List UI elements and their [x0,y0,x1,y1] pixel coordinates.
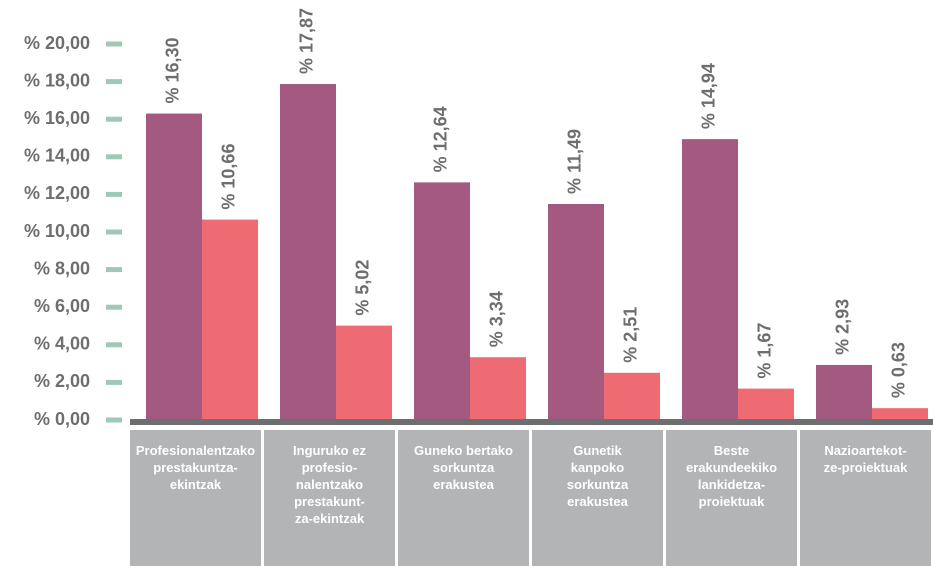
bar [470,357,526,420]
category-label: Nazioartekot- ze-proiektuak [800,430,931,566]
y-tick-label: % 18,00 [24,70,90,90]
y-tick-label: % 16,00 [24,108,90,128]
y-tick-label: % 12,00 [24,183,90,203]
category-label: Profesionalentzako prestakuntza- ekintza… [130,430,261,566]
bar [548,203,604,420]
bar [738,388,794,420]
value-label: % 2,51 [621,307,641,363]
value-label: % 16,30 [163,37,183,103]
y-tick-label: % 8,00 [34,258,90,278]
y-tick-label: % 0,00 [34,409,90,429]
category-label: Guneko bertako sorkuntza erakustea [398,430,529,566]
y-tick-label: % 20,00 [24,33,90,53]
value-label: % 12,64 [431,106,451,172]
value-label: % 0,63 [889,342,909,398]
category-label: Gunetik kanpoko sorkuntza erakustea [532,430,663,566]
value-label: % 3,34 [487,291,507,347]
y-tick-label: % 14,00 [24,146,90,166]
y-tick-label: % 10,00 [24,221,90,241]
bar [414,182,470,420]
baseline [130,419,933,425]
bar [202,219,258,420]
value-label: % 14,94 [699,63,719,129]
value-label: % 1,67 [755,323,775,379]
bar [604,372,660,420]
value-label: % 2,93 [833,299,853,355]
value-label: % 17,87 [297,8,317,74]
bar [816,364,872,420]
y-tick-label: % 6,00 [34,296,90,316]
bar [336,325,392,420]
category-label: Beste erakundeekiko lankidetza- proiektu… [666,430,797,566]
y-tick-label: % 4,00 [34,334,90,354]
bar [146,113,202,420]
value-label: % 10,66 [219,144,239,210]
category-label: Inguruko ez profesio- nalentzako prestak… [264,430,395,566]
bar [280,84,336,420]
bar [682,139,738,421]
bar [872,408,928,420]
value-label: % 11,49 [565,129,585,194]
y-tick-label: % 2,00 [34,371,90,391]
value-label: % 5,02 [353,260,373,316]
